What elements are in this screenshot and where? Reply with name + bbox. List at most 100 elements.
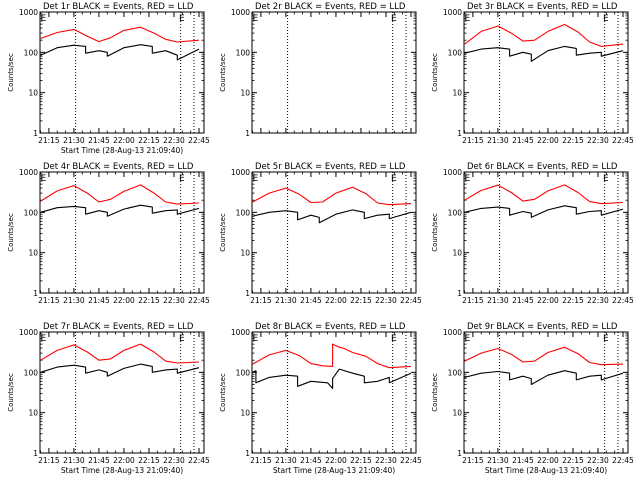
x-axis-label: Start Time (28-Aug-13 21:09:40) bbox=[61, 146, 183, 155]
x-tick-label: 22:45 bbox=[612, 456, 634, 465]
plot-frame bbox=[251, 11, 417, 134]
y-tick-label: 10 bbox=[452, 249, 462, 258]
x-tick-label: 22:00 bbox=[113, 296, 135, 305]
series-line-black bbox=[40, 204, 200, 217]
series-line-black bbox=[464, 370, 624, 386]
x-tick-label: 21:30 bbox=[487, 136, 509, 145]
annotation-e: E bbox=[391, 14, 397, 24]
y-axis-label: Counts/sec bbox=[7, 373, 15, 412]
x-tick-label: 22:30 bbox=[375, 456, 397, 465]
y-tick-label: 1 bbox=[245, 289, 250, 298]
y-tick-label: 1000 bbox=[231, 8, 250, 17]
x-tick-label: 22:15 bbox=[562, 136, 584, 145]
annotation-e: E bbox=[179, 334, 185, 344]
y-tick-label: 1 bbox=[33, 289, 38, 298]
y-tick-label: 100 bbox=[448, 368, 463, 377]
annotation-e: E bbox=[603, 174, 609, 184]
x-tick-label: 21:45 bbox=[88, 456, 110, 465]
annotation-e: E bbox=[253, 14, 259, 24]
x-tick-label: 21:45 bbox=[300, 296, 322, 305]
y-tick-label: 100 bbox=[24, 368, 39, 377]
panel-8: Det 8r BLACK = Events, RED = LLD 1 10 100 10… bbox=[219, 322, 422, 475]
annotation-e: E bbox=[253, 334, 259, 344]
x-tick-label: 21:45 bbox=[88, 136, 110, 145]
annotation-e: E bbox=[603, 334, 609, 344]
x-axis-label: Start Time (28-Aug-13 21:09:40) bbox=[485, 466, 607, 475]
panel-title: Det 2r BLACK = Events, RED = LLD bbox=[255, 2, 406, 12]
x-tick-label: 21:15 bbox=[462, 296, 484, 305]
x-tick-label: 22:00 bbox=[537, 296, 559, 305]
panel-title: Det 5r BLACK = Events, RED = LLD bbox=[255, 162, 406, 172]
series-line-red bbox=[252, 186, 412, 206]
x-tick-label: 21:15 bbox=[38, 136, 60, 145]
x-tick-label: 21:15 bbox=[462, 456, 484, 465]
x-tick-label: 22:15 bbox=[562, 456, 584, 465]
y-axis-label: Counts/sec bbox=[219, 213, 227, 252]
y-axis-label: Counts/sec bbox=[7, 213, 15, 252]
y-tick-label: 100 bbox=[448, 208, 463, 217]
y-tick-label: 1 bbox=[457, 449, 462, 458]
x-tick-label: 22:30 bbox=[375, 296, 397, 305]
y-tick-label: 1000 bbox=[231, 328, 250, 337]
y-tick-label: 10 bbox=[240, 409, 250, 418]
plot-frame bbox=[39, 331, 205, 454]
panel-2: Det 2r BLACK = Events, RED = LLD 1 10 100 10… bbox=[219, 2, 417, 138]
x-tick-label: 22:30 bbox=[587, 136, 609, 145]
y-tick-label: 100 bbox=[24, 208, 39, 217]
annotation-e: E bbox=[41, 14, 47, 24]
x-tick-label: 21:30 bbox=[275, 456, 297, 465]
y-tick-label: 100 bbox=[236, 208, 251, 217]
x-tick-label: 22:00 bbox=[113, 456, 135, 465]
x-tick-label: 21:45 bbox=[512, 296, 534, 305]
x-tick-label: 22:45 bbox=[188, 136, 210, 145]
x-tick-label: 21:15 bbox=[38, 296, 60, 305]
series-line-red bbox=[464, 346, 624, 366]
panel-3: Det 3r BLACK = Events, RED = LLD 1 10 100 10… bbox=[431, 2, 634, 145]
panel-title: Det 1r BLACK = Events, RED = LLD bbox=[43, 2, 194, 12]
x-tick-label: 22:00 bbox=[325, 456, 347, 465]
x-tick-label: 22:45 bbox=[188, 456, 210, 465]
x-tick-label: 22:30 bbox=[163, 296, 185, 305]
y-axis-label: Counts/sec bbox=[431, 373, 439, 412]
panel-7: Det 7r BLACK = Events, RED = LLD 1 10 100 10… bbox=[7, 322, 210, 475]
annotation-e: E bbox=[179, 174, 185, 184]
x-tick-label: 21:15 bbox=[250, 296, 272, 305]
series-line-black bbox=[40, 44, 200, 61]
annotation-e: E bbox=[41, 174, 47, 184]
x-tick-label: 22:00 bbox=[113, 136, 135, 145]
annotation-e: E bbox=[391, 174, 397, 184]
annotation-e: E bbox=[465, 14, 471, 24]
x-tick-label: 22:15 bbox=[350, 456, 372, 465]
panel-title: Det 4r BLACK = Events, RED = LLD bbox=[43, 162, 194, 172]
x-tick-label: 22:30 bbox=[587, 456, 609, 465]
y-tick-label: 1000 bbox=[443, 328, 462, 337]
x-tick-label: 22:15 bbox=[138, 136, 160, 145]
x-tick-label: 22:30 bbox=[587, 296, 609, 305]
x-axis-label: Start Time (28-Aug-13 21:09:40) bbox=[273, 466, 395, 475]
panel-title: Det 9r BLACK = Events, RED = LLD bbox=[467, 322, 618, 332]
y-tick-label: 10 bbox=[28, 409, 38, 418]
x-tick-label: 21:45 bbox=[300, 456, 322, 465]
x-tick-label: 21:30 bbox=[63, 296, 85, 305]
y-tick-label: 1000 bbox=[19, 8, 38, 17]
x-tick-label: 22:15 bbox=[138, 456, 160, 465]
y-tick-label: 1 bbox=[33, 129, 38, 138]
x-tick-label: 21:30 bbox=[63, 456, 85, 465]
y-tick-label: 1000 bbox=[443, 8, 462, 17]
y-tick-label: 1000 bbox=[19, 168, 38, 177]
x-tick-label: 22:30 bbox=[163, 456, 185, 465]
panel-1: Det 1r BLACK = Events, RED = LLD 1 10 100 10… bbox=[7, 2, 210, 155]
x-tick-label: 22:00 bbox=[537, 136, 559, 145]
y-tick-label: 1 bbox=[457, 289, 462, 298]
x-tick-label: 21:15 bbox=[250, 456, 272, 465]
annotation-e: E bbox=[179, 14, 185, 24]
panel-title: Det 6r BLACK = Events, RED = LLD bbox=[467, 162, 618, 172]
x-tick-label: 21:30 bbox=[275, 296, 297, 305]
x-tick-label: 22:45 bbox=[612, 136, 634, 145]
y-tick-label: 10 bbox=[28, 249, 38, 258]
y-tick-label: 10 bbox=[452, 89, 462, 98]
plot-frame bbox=[251, 331, 417, 454]
x-tick-label: 22:45 bbox=[188, 296, 210, 305]
y-axis-label: Counts/sec bbox=[431, 213, 439, 252]
y-tick-label: 10 bbox=[28, 89, 38, 98]
